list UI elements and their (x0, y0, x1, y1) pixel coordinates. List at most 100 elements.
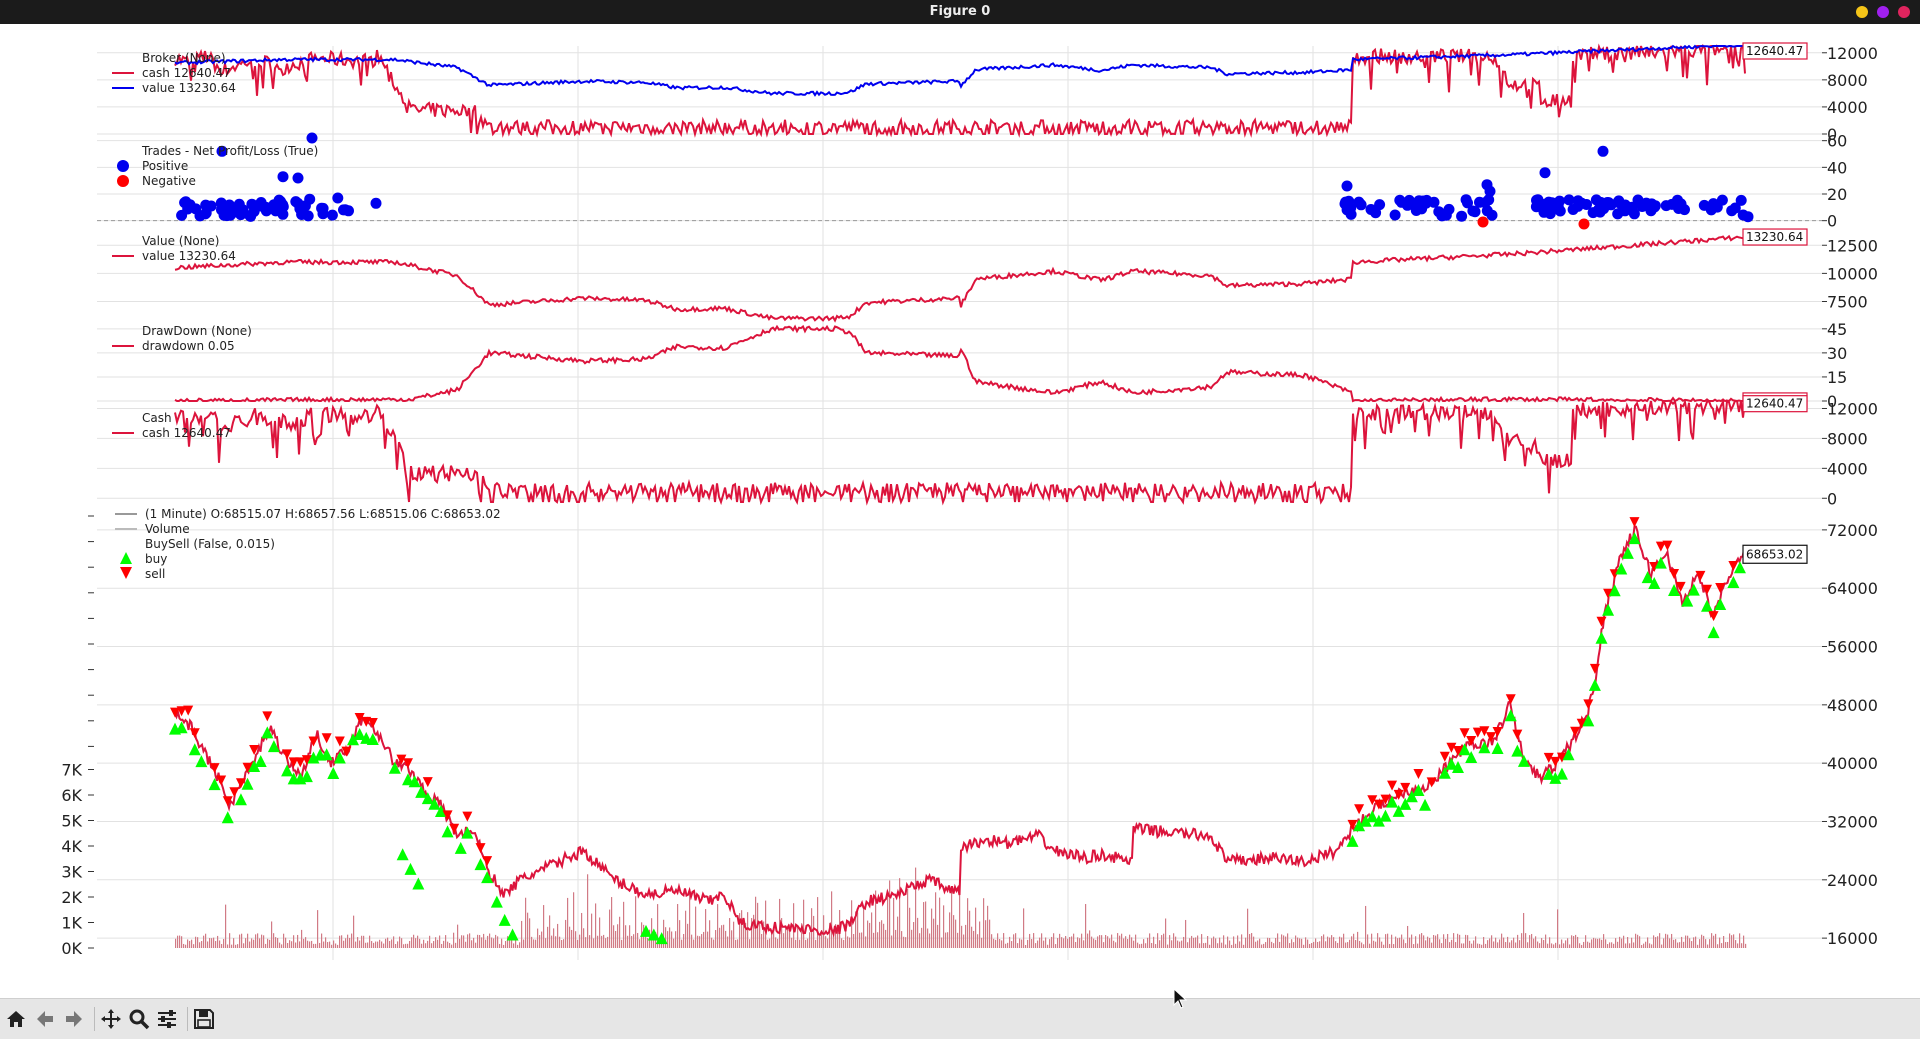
volume-bar (953, 915, 955, 948)
volume-bar (1007, 942, 1009, 948)
volume-bar (1725, 942, 1727, 948)
y-tick-label: 40000 (1827, 754, 1878, 773)
volume-bar (513, 943, 515, 948)
volume-bar (1539, 943, 1541, 948)
buy-marker (1621, 546, 1634, 559)
volume-bar (735, 939, 737, 948)
sell-marker (1347, 819, 1358, 830)
volume-bar (947, 932, 949, 948)
volume-bar (549, 915, 551, 948)
volume-bar (1227, 936, 1229, 948)
forward-arrow-icon[interactable] (62, 1007, 86, 1031)
home-icon[interactable] (4, 1007, 28, 1031)
sell-marker (216, 775, 227, 786)
volume-bar (1277, 933, 1279, 948)
volume-bar (1049, 939, 1051, 948)
volume-bar (1107, 936, 1109, 948)
volume-bar (331, 944, 333, 948)
volume-bar (811, 908, 813, 948)
volume-bar (1559, 944, 1561, 948)
sell-marker (341, 746, 352, 757)
volume-bar (357, 937, 359, 948)
volume-bar (471, 940, 473, 948)
volume-bar (957, 932, 959, 948)
volume-bar (705, 909, 707, 948)
volume-bar (329, 941, 331, 948)
volume-bar (481, 937, 483, 948)
volume-bar (451, 944, 453, 948)
minimize-button[interactable] (1856, 6, 1868, 18)
volume-bar (517, 944, 519, 948)
volume-bar (1065, 936, 1067, 948)
volume-bar (821, 930, 823, 948)
volume-bar (855, 911, 857, 948)
volume-bar (1271, 941, 1273, 948)
volume-bar (1619, 936, 1621, 948)
volume-bar (969, 910, 971, 948)
volume-bar (1017, 943, 1019, 948)
volume-bar (1677, 942, 1679, 948)
volume-bar (1663, 938, 1665, 948)
volume-bar (1179, 941, 1181, 948)
positive-trade-point (180, 196, 192, 208)
y-tick-label: 60 (1827, 132, 1847, 151)
volume-bar (1025, 944, 1027, 948)
volume-bar (975, 907, 977, 948)
volume-bar (803, 899, 805, 948)
trades-points (176, 132, 1754, 230)
volume-bar (1047, 944, 1049, 948)
volume-bar (843, 939, 845, 948)
y-tick-label: 0 (1827, 212, 1837, 231)
legend-label: value 13230.64 (142, 249, 236, 263)
volume-bar (1021, 939, 1023, 948)
volume-bar (599, 917, 601, 948)
volume-bar (1599, 938, 1601, 948)
volume-bar (1043, 940, 1045, 948)
volume-bar (731, 930, 733, 948)
volume-bar (1273, 943, 1275, 948)
volume-bar (1601, 939, 1603, 948)
sell-marker (1380, 794, 1391, 805)
volume-bar (519, 942, 521, 948)
volume-bar (583, 928, 585, 948)
volume-bar (1063, 938, 1065, 948)
sell-marker (1459, 728, 1470, 739)
configure-icon[interactable] (155, 1007, 179, 1031)
close-button[interactable] (1898, 6, 1910, 18)
volume-bar (1057, 938, 1059, 948)
maximize-button[interactable] (1877, 6, 1889, 18)
zoom-icon[interactable] (127, 1007, 151, 1031)
legend-label: Volume (145, 522, 190, 536)
volume-bar (1723, 936, 1725, 948)
volume-bar (887, 894, 889, 948)
volume-bar (1203, 943, 1205, 948)
y-tick-label: 24000 (1827, 871, 1878, 890)
volume-bar (697, 935, 699, 948)
volume-bar (1089, 930, 1091, 948)
y-tick-label: 12500 (1827, 236, 1878, 255)
volume-bar (1557, 909, 1559, 948)
volume-bar (605, 938, 607, 948)
buy-marker (1478, 741, 1491, 754)
volume-bar (521, 920, 523, 948)
volume-bar (1103, 942, 1105, 948)
volume-bar (1635, 933, 1637, 948)
last-value-label: 12640.47 (1742, 395, 1808, 413)
positive-trade-point (1416, 203, 1428, 215)
volume-bar (993, 938, 995, 948)
positive-trade-point (275, 196, 287, 207)
volume-bar (1727, 941, 1729, 948)
back-arrow-icon[interactable] (33, 1007, 57, 1031)
buy-marker (1386, 795, 1399, 808)
pan-icon[interactable] (99, 1007, 123, 1031)
save-icon[interactable] (192, 1007, 216, 1031)
volume-bar (1053, 933, 1055, 948)
positive-trade-point (1628, 208, 1640, 220)
volume-bar (333, 940, 335, 948)
positive-trade-point (1483, 194, 1495, 206)
volume-bar (797, 926, 799, 948)
buy-marker (1608, 584, 1621, 597)
volume-bar (1177, 940, 1179, 948)
